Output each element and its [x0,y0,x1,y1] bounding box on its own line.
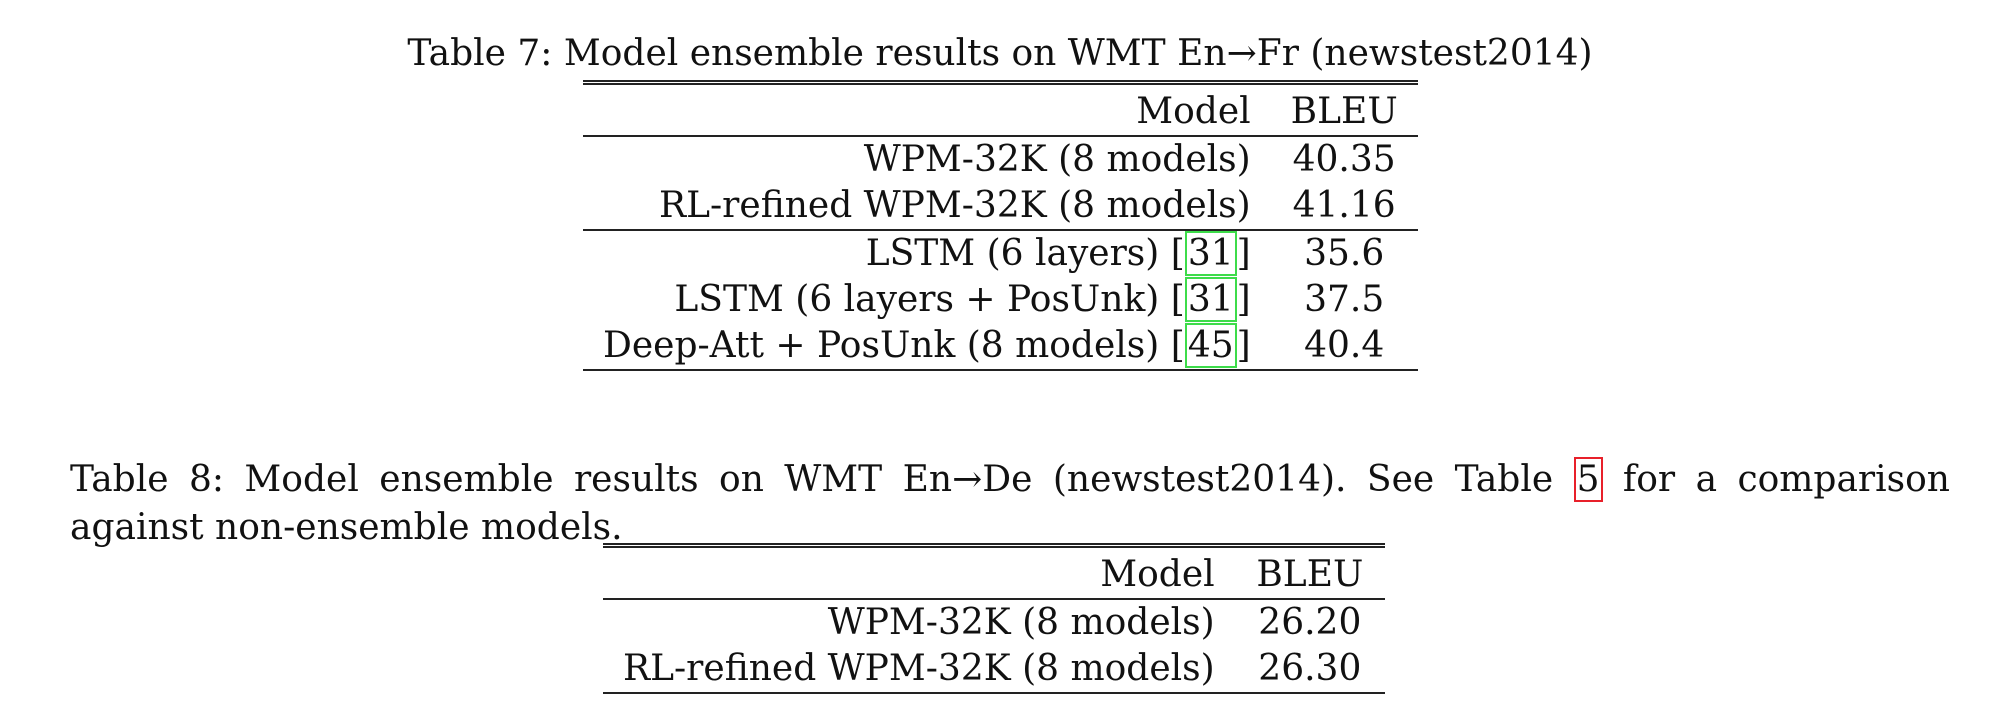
table7-model-cell: RL-refined WPM-32K (8 models) [659,185,1251,226]
model-name: LSTM (6 layers + PosUnk) [ [674,279,1185,320]
table-row: LSTM (6 layers) [31] 35.6 [583,229,1418,277]
table7-model-cell: WPM-32K (8 models) [863,139,1251,180]
table7-bleu-cell: 40.35 [1292,139,1396,180]
table-ref-link[interactable]: 5 [1573,457,1603,502]
table7-model-cell: Deep-Att + PosUnk (8 models) [45] [583,323,1271,371]
table7-bleu-cell: 41.16 [1292,185,1396,226]
table8-caption-text-end: for a comparison against non-ensemble mo… [70,459,1950,548]
table7-model-cell: LSTM (6 layers + PosUnk) [31] [583,277,1271,323]
table8-bleu-cell: 26.20 [1258,602,1362,643]
table7-bleu-cell: 40.4 [1270,323,1418,371]
table8-header-bleu: BLEU [1234,543,1385,600]
table-row: WPM-32K (8 models) 40.35 [583,136,1418,183]
citation-link[interactable]: 31 [1184,231,1237,276]
table7-caption: Table 7: Model ensemble results on WMT E… [407,33,1593,74]
table-row: LSTM (6 layers + PosUnk) [31] 37.5 [583,277,1418,323]
table-row: RL-refined WPM-32K (8 models) 41.16 [583,183,1418,230]
citation-close-bracket: ] [1236,325,1251,366]
citation-link[interactable]: 31 [1184,277,1237,322]
table7-header-model: Model [583,80,1271,137]
table-row: RL-refined WPM-32K (8 models) 26.30 [603,646,1385,694]
table8-model-cell: WPM-32K (8 models) [827,602,1215,643]
table7-header-bleu: BLEU [1270,80,1418,137]
table8-caption: Table 8: Model ensemble results on WMT E… [70,456,1950,552]
table7-model-cell: LSTM (6 layers) [31] [583,229,1271,277]
model-name: LSTM (6 layers) [ [865,233,1185,274]
table-row: WPM-32K (8 models) 26.20 [603,599,1385,646]
table8-caption-text: Table 8: Model ensemble results on WMT E… [70,459,1574,500]
table8-header-row: Model BLEU [603,543,1385,600]
table7-header-row: Model BLEU [583,80,1418,137]
table7-bleu-cell: 37.5 [1304,279,1385,320]
table7-bleu-cell: 35.6 [1270,229,1418,277]
citation-close-bracket: ] [1236,279,1251,320]
citation-link[interactable]: 45 [1184,323,1237,368]
model-name: Deep-Att + PosUnk (8 models) [ [603,325,1185,366]
table-row: Deep-Att + PosUnk (8 models) [45] 40.4 [583,323,1418,371]
table8-bleu-cell: 26.30 [1234,646,1385,694]
table8-model-cell: RL-refined WPM-32K (8 models) [603,646,1235,694]
table8: Model BLEU WPM-32K (8 models) 26.20 RL-r… [603,543,1385,694]
table8-header-model: Model [603,543,1235,600]
table7: Model BLEU WPM-32K (8 models) 40.35 RL-r… [583,80,1418,371]
citation-close-bracket: ] [1236,233,1251,274]
